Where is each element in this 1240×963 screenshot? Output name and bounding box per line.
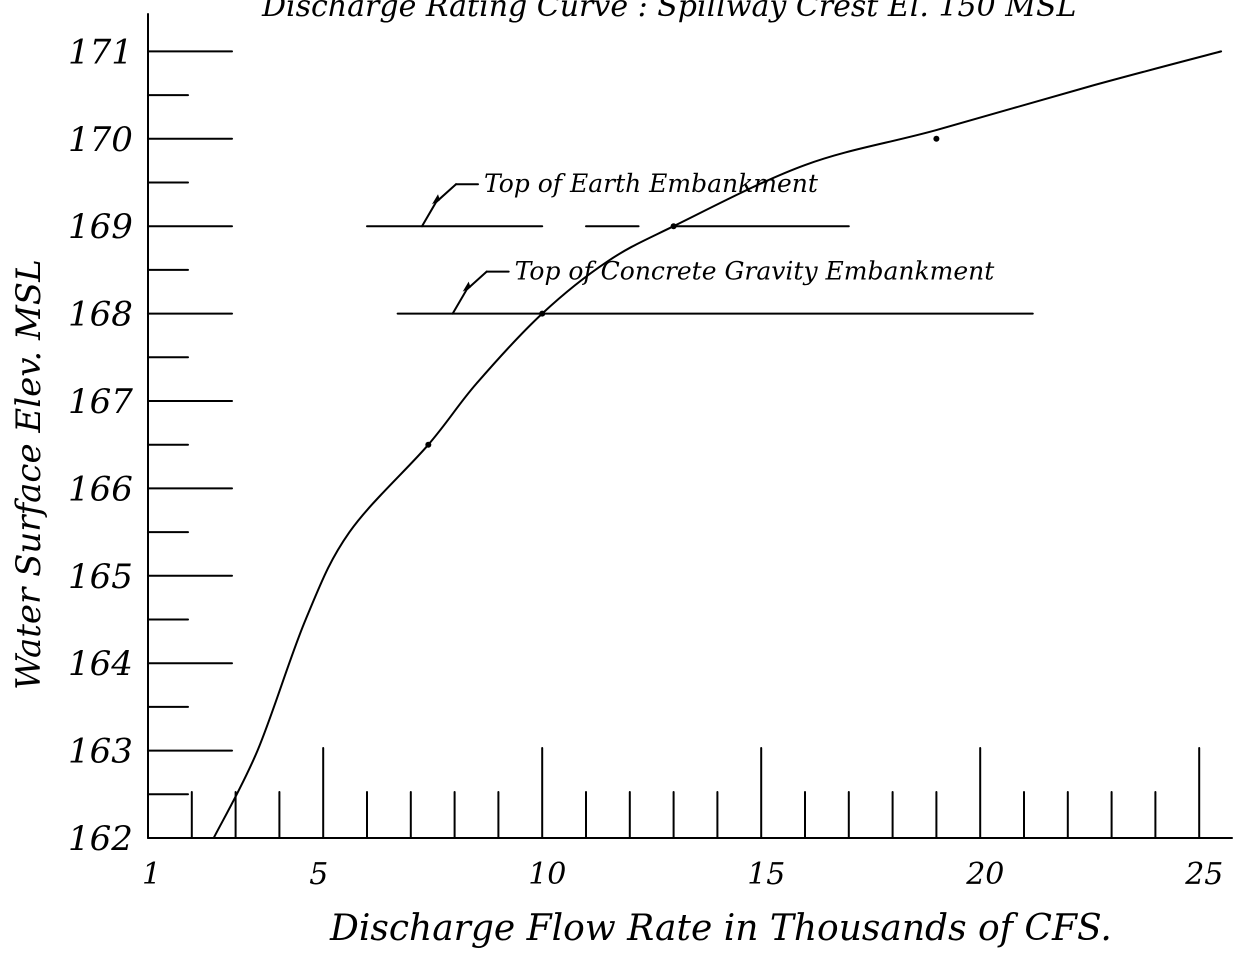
- x-tick-label: 15: [747, 857, 785, 892]
- y-tick-label: 171: [68, 32, 133, 72]
- reference-line-label: Top of Concrete Gravity Embankment: [515, 257, 996, 286]
- data-point: [539, 310, 546, 317]
- axes: [147, 13, 1233, 839]
- rating-curve-line: [212, 50, 1223, 839]
- reference-line-label: Top of Earth Embankment: [484, 169, 819, 198]
- y-tick-label: 170: [68, 120, 133, 160]
- data-point: [425, 441, 432, 448]
- y-tick-label: 168: [68, 295, 133, 335]
- x-tick-label: 5: [309, 857, 328, 892]
- y-tick-label: 169: [68, 207, 133, 247]
- annotation-leader: [451, 270, 488, 315]
- reference-lines: Top of Earth Embankment Top of Concrete G…: [366, 169, 1034, 315]
- data-point: [933, 135, 940, 142]
- x-tick-label: 10: [528, 857, 566, 892]
- x-ticks: 1 5 10 15 20 25: [142, 747, 1223, 892]
- annotation-leader: [421, 183, 457, 228]
- x-tick-label: 25: [1184, 857, 1223, 892]
- y-tick-label: 164: [68, 644, 133, 684]
- y-tick-label: 163: [68, 732, 133, 772]
- data-point: [670, 223, 677, 230]
- y-tick-label: 162: [68, 819, 133, 859]
- y-tick-label: 167: [68, 382, 133, 422]
- y-ticks: 162 163 164 165 166 167 168 169 170 171: [68, 32, 233, 859]
- x-tick-label: 1: [142, 857, 161, 892]
- annotation-arrowhead: [462, 281, 471, 292]
- y-tick-label: 166: [68, 469, 133, 509]
- chart-title: Discharge Rating Curve : Spillway Crest …: [261, 0, 1076, 24]
- x-tick-label: 20: [965, 857, 1004, 892]
- annotation-arrowhead: [432, 194, 440, 205]
- curve-group: [212, 50, 1223, 839]
- x-axis-label: Discharge Flow Rate in Thousands of CFS.: [329, 908, 1112, 949]
- y-axis-label: Water Surface Elev. MSL: [9, 259, 49, 690]
- y-tick-label: 165: [68, 557, 133, 597]
